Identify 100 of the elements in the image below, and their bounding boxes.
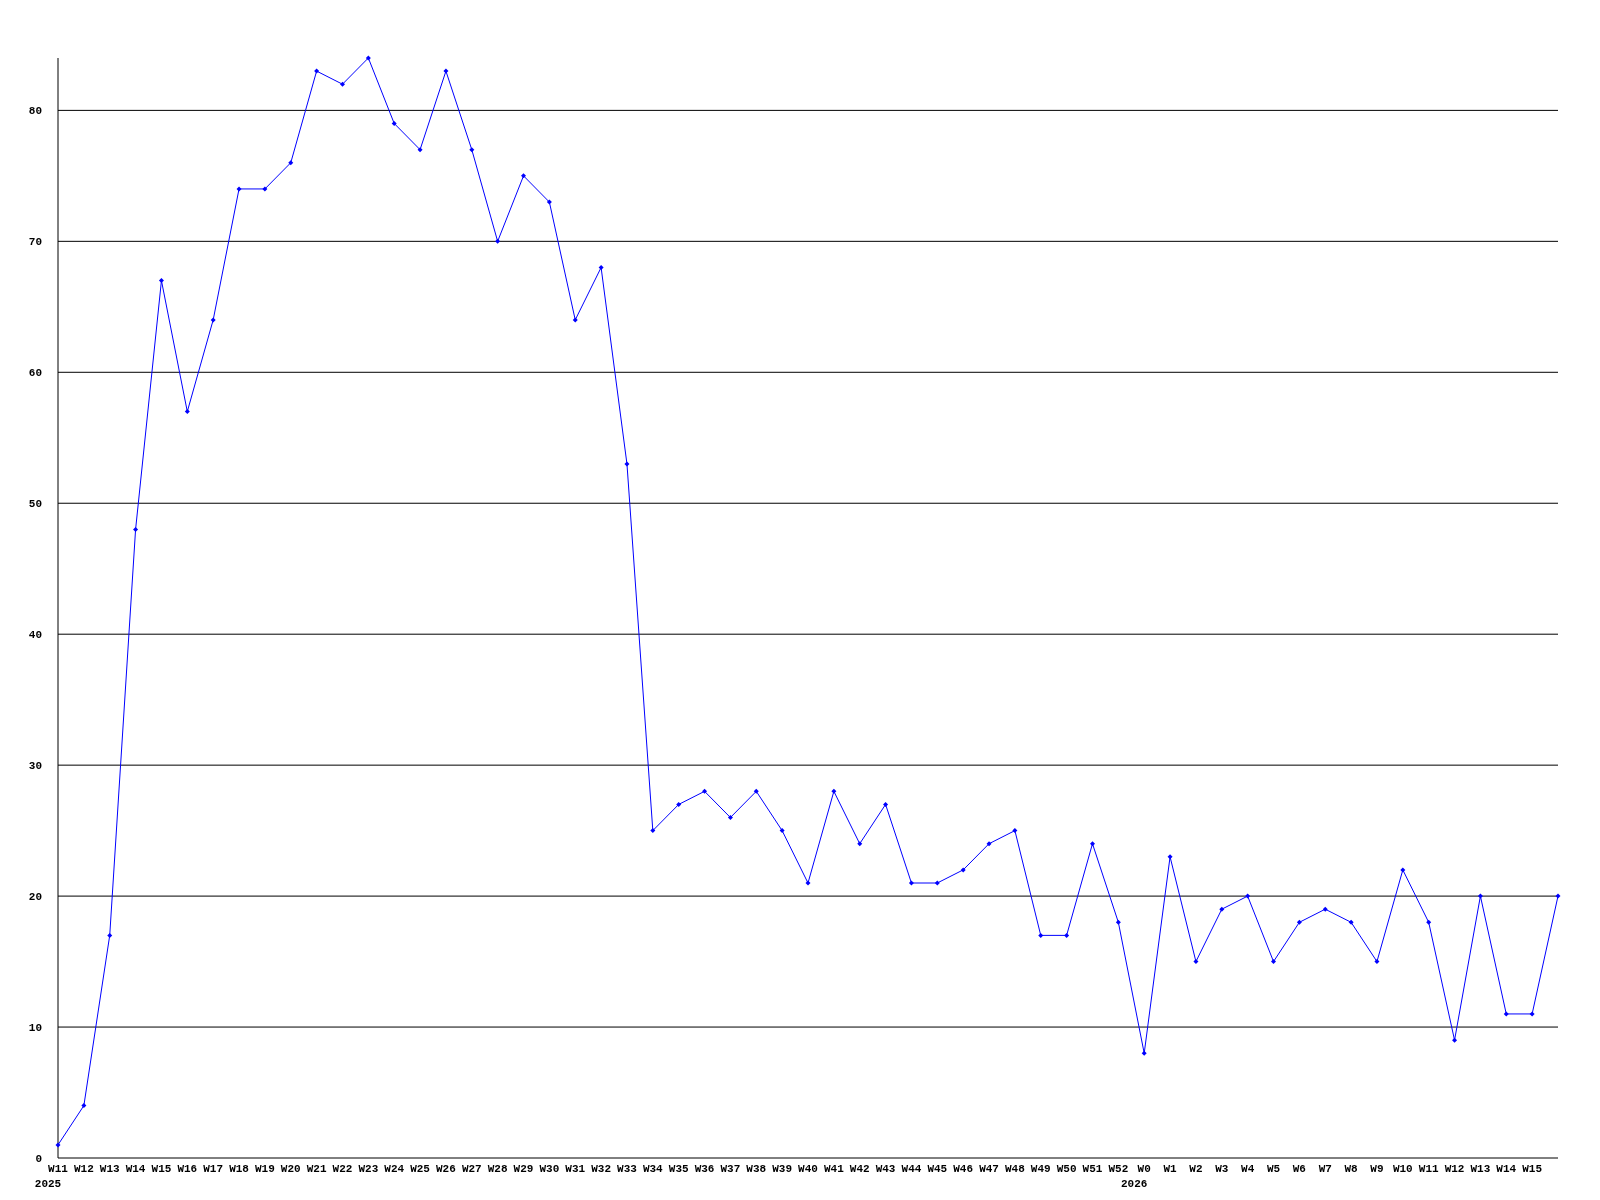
y-tick-label: 80 xyxy=(28,105,42,118)
point xyxy=(107,932,113,938)
point xyxy=(1167,854,1173,860)
point xyxy=(650,828,656,834)
x-tick-label: W13 xyxy=(1470,1163,1491,1175)
x-tick-label: W12 xyxy=(1444,1163,1465,1175)
point xyxy=(1400,867,1406,873)
point xyxy=(753,788,759,794)
point xyxy=(857,841,863,847)
x-tick-label: W45 xyxy=(927,1163,948,1175)
point xyxy=(676,801,682,807)
point xyxy=(495,238,501,244)
x-tick-label: W35 xyxy=(668,1163,689,1175)
x-tick-label: W8 xyxy=(1344,1163,1359,1175)
point xyxy=(1038,932,1044,938)
x-tick-label: W4 xyxy=(1241,1163,1255,1175)
x-tick-label: W5 xyxy=(1266,1163,1281,1175)
point xyxy=(934,880,940,886)
x-tick-label: W12 xyxy=(73,1163,94,1175)
point xyxy=(1348,919,1354,925)
x-tick-label: W44 xyxy=(901,1163,922,1175)
point xyxy=(158,278,164,284)
x-tick-label: W18 xyxy=(229,1163,250,1175)
point xyxy=(1555,893,1561,899)
x-tick-label: W42 xyxy=(849,1163,870,1175)
point xyxy=(1374,959,1380,965)
point xyxy=(262,186,268,192)
x-tick-label: W14 xyxy=(1496,1163,1517,1175)
point xyxy=(1477,893,1483,899)
point xyxy=(624,461,630,467)
x-tick-label: W41 xyxy=(823,1163,845,1175)
x-tick-label: W27 xyxy=(461,1163,482,1175)
x-tick-label: W34 xyxy=(642,1163,664,1175)
x-tick-label: W15 xyxy=(151,1163,172,1175)
x-tick-label: W29 xyxy=(513,1163,534,1175)
x-tick-label: W15 xyxy=(1522,1163,1543,1175)
point xyxy=(1089,841,1095,847)
x-tick-label: W7 xyxy=(1318,1163,1332,1175)
point xyxy=(727,815,733,821)
x-tick-label: W47 xyxy=(979,1163,999,1175)
x-tick-label: W1 xyxy=(1163,1163,1178,1175)
y-tick-label: 0 xyxy=(35,1152,42,1165)
x-tick-label: W37 xyxy=(720,1163,741,1175)
point xyxy=(55,1142,61,1148)
point xyxy=(81,1103,87,1109)
point xyxy=(1219,906,1225,912)
point xyxy=(1426,919,1432,925)
point xyxy=(960,867,966,873)
x-tick-label: W13 xyxy=(99,1163,121,1175)
point xyxy=(1296,919,1302,925)
y-tick-label: 50 xyxy=(28,498,42,511)
point xyxy=(702,788,708,794)
x-tick-label: W20 xyxy=(280,1163,301,1175)
y-tick-label: 70 xyxy=(28,236,42,249)
x-tick-label: W49 xyxy=(1030,1163,1051,1175)
point xyxy=(1452,1037,1458,1043)
x-tick-label: W2 xyxy=(1189,1163,1203,1175)
x-tick-label: W33 xyxy=(617,1163,638,1175)
x-tick-label: W51 xyxy=(1082,1163,1103,1175)
point xyxy=(986,841,992,847)
x-tick-label: W40 xyxy=(798,1163,818,1175)
y-tick-label: 20 xyxy=(28,890,42,903)
x-tick-label: W17 xyxy=(203,1163,224,1175)
point xyxy=(236,186,242,192)
point xyxy=(805,880,811,886)
y-tick-label: 10 xyxy=(28,1021,42,1034)
x-tick-label: W19 xyxy=(254,1163,275,1175)
point xyxy=(831,788,837,794)
x-tick-label: W3 xyxy=(1215,1163,1229,1175)
x-tick-label: W36 xyxy=(694,1163,715,1175)
x-tick-label: W52 xyxy=(1108,1163,1129,1175)
x-tick-label: W48 xyxy=(1004,1163,1026,1175)
y-tick-label: 60 xyxy=(28,367,42,380)
point xyxy=(1529,1011,1535,1017)
x-tick-label: W50 xyxy=(1056,1163,1077,1175)
point xyxy=(314,68,320,74)
y-tick-label: 40 xyxy=(28,629,42,642)
point xyxy=(133,526,139,532)
point xyxy=(365,55,371,61)
point xyxy=(521,173,527,179)
point xyxy=(288,160,294,166)
point xyxy=(1503,1011,1509,1017)
point xyxy=(391,120,397,126)
x-tick-label: W28 xyxy=(487,1163,508,1175)
point xyxy=(210,317,216,323)
point xyxy=(908,880,914,886)
point xyxy=(1064,932,1070,938)
point xyxy=(883,801,889,807)
x-tick-label: W26 xyxy=(436,1163,456,1175)
x-tick-label: W11 xyxy=(1418,1163,1439,1175)
x-tick-label: W6 xyxy=(1292,1163,1306,1175)
x-tick-label: W11 2025 xyxy=(34,1163,69,1190)
point xyxy=(546,199,552,205)
point xyxy=(1245,893,1251,899)
x-tick-label: W32 xyxy=(591,1163,612,1175)
x-tick-label: W38 xyxy=(746,1163,767,1175)
point xyxy=(1115,919,1121,925)
point xyxy=(469,147,475,153)
point xyxy=(1271,959,1277,965)
x-tick-label: W16 xyxy=(177,1163,198,1175)
